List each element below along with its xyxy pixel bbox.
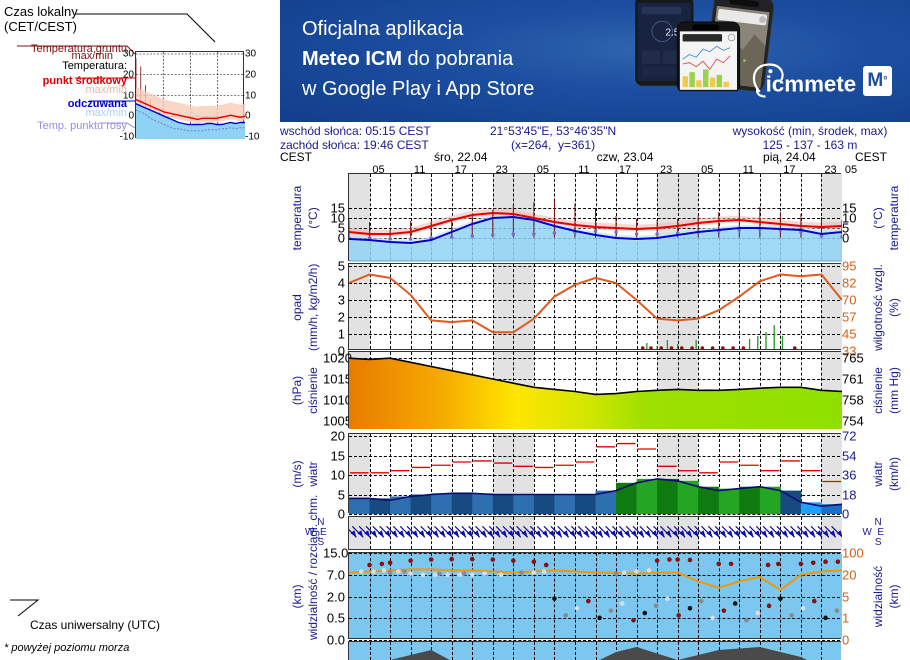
svg-text:icmmeteo: icmmeteo xyxy=(766,72,857,97)
